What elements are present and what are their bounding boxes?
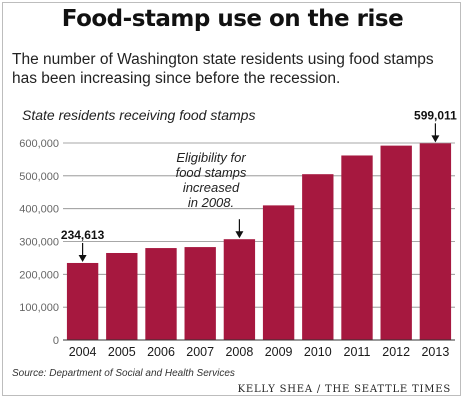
x-tick-label: 2011 [344,345,371,359]
bar [223,239,256,340]
annotation-arrow [235,231,244,239]
y-tick-label: 600,000 [19,138,59,150]
x-tick-label: 2010 [304,345,332,359]
source-note: Source: Department of Social and Health … [12,368,235,379]
annotation-line: Eligibility for [176,150,246,165]
graphic-frame [2,2,461,396]
x-tick-label: 2012 [382,345,410,359]
bar [262,205,295,340]
data-label: 234,613 [61,228,105,242]
subtitle: The number of Washington state residents… [12,50,457,88]
annotation-line: increased [183,180,240,195]
x-tick-label: 2004 [69,345,97,359]
x-tick-label: 2008 [225,345,253,359]
data-label-arrow [431,135,440,143]
bar [419,143,452,340]
subtitle-line-1: The number of Washington state residents… [12,51,434,68]
subtitle-line-2: has been increasing since before the rec… [12,70,341,87]
annotation-line: in 2008. [188,195,234,210]
x-tick-label: 2005 [108,345,136,359]
bar [380,145,412,340]
y-tick-label: 200,000 [19,269,59,281]
x-tick-label: 2007 [186,345,214,359]
chart-title: State residents receiving food stamps [22,107,256,123]
bar [145,248,177,340]
bar [184,247,216,340]
y-tick-label: 500,000 [19,171,59,183]
data-label-arrow [78,254,87,262]
y-tick-label: 400,000 [19,204,59,216]
x-tick-label: 2013 [421,345,449,359]
bar [66,262,99,340]
bar [106,252,138,340]
bar [341,155,373,340]
credit-line: KELLY SHEA / THE SEATTLE TIMES [237,384,451,395]
x-tick-label: 2009 [265,345,293,359]
y-tick-label: 0 [53,335,59,347]
y-tick-label: 100,000 [19,302,59,314]
page-title: Food-stamp use on the rise [61,6,404,32]
annotation-line: food stamps [176,165,247,180]
y-tick-label: 300,000 [19,237,59,249]
bar [302,174,334,340]
data-label: 599,011 [414,108,457,122]
x-tick-label: 2006 [147,345,175,359]
